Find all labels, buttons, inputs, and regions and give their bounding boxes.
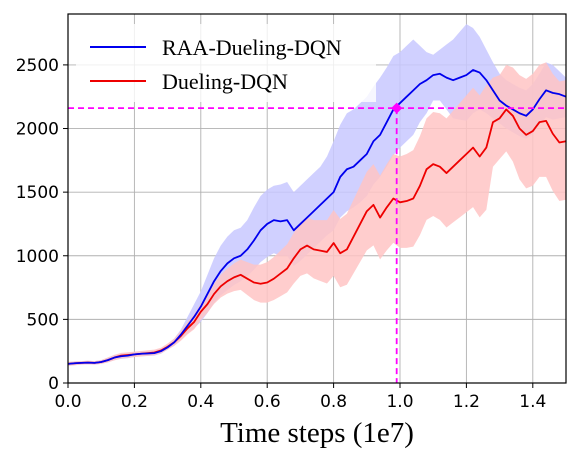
band-raa-dueling-dqn xyxy=(68,24,566,366)
legend-label-dueling-dqn: Dueling-DQN xyxy=(162,69,288,94)
x-tick-label: 0.2 xyxy=(121,392,148,412)
y-tick-label: 0 xyxy=(48,374,59,394)
legend-label-raa-dueling-dqn: RAA-Dueling-DQN xyxy=(162,35,342,60)
y-tick-label: 1500 xyxy=(16,183,59,203)
confidence-bands xyxy=(68,24,566,366)
plot-frame xyxy=(67,13,567,384)
x-tick-label: 1.4 xyxy=(519,392,546,412)
x-tick-label: 1.0 xyxy=(386,392,413,412)
x-axis-title: Time steps (1e7) xyxy=(220,417,414,449)
intersection-marker xyxy=(391,102,403,114)
y-tick-label: 2500 xyxy=(16,56,59,76)
legend-box xyxy=(76,24,376,102)
y-tick-label: 500 xyxy=(27,310,59,330)
x-tick-label: 0.0 xyxy=(54,392,81,412)
x-tick-label: 0.4 xyxy=(187,392,214,412)
x-tick-label: 0.6 xyxy=(254,392,281,412)
x-tick-label: 1.2 xyxy=(453,392,480,412)
band-dueling-dqn xyxy=(68,62,566,366)
series-lines xyxy=(67,69,567,365)
y-tick-label: 2000 xyxy=(16,120,59,140)
y-tick-label: 1000 xyxy=(16,247,59,267)
legend: RAA-Dueling-DQN Dueling-DQN xyxy=(76,24,376,102)
axis-ticks: 0.0 0.2 0.4 0.6 0.8 1.0 1.2 1.4 0 500 1000 1500 2000… xyxy=(16,56,547,412)
x-tick-label: 0.8 xyxy=(320,392,347,412)
line-raa-dueling-dqn xyxy=(67,69,567,365)
reference-lines xyxy=(68,102,566,383)
